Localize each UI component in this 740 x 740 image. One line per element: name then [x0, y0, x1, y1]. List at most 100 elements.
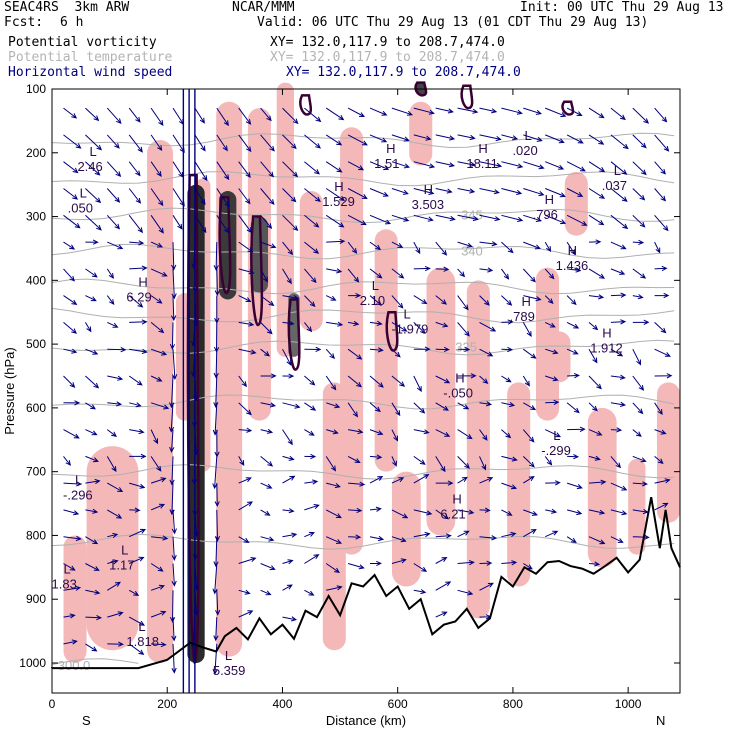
wind-vector [632, 161, 647, 176]
wind-vector [654, 322, 667, 334]
wind-vector [479, 507, 491, 513]
wind-vector [413, 188, 435, 195]
pv-shading-region [391, 471, 421, 587]
wind-vector [369, 402, 381, 413]
wind-vector [347, 268, 360, 283]
wind-vector [523, 107, 542, 115]
wind-vector [106, 268, 114, 279]
extremum-value-label: 2.46 [77, 159, 102, 174]
wind-vector [413, 265, 431, 272]
wind-vector [523, 214, 543, 222]
wind-vector [391, 558, 407, 564]
wind-vector [413, 509, 433, 516]
wind-vector [457, 530, 470, 538]
extremum-type-label: L [524, 128, 531, 143]
wind-vector [523, 188, 545, 197]
wind-vector [457, 346, 471, 353]
wind-vector [567, 454, 580, 460]
extremum-value-label: .020 [512, 143, 537, 158]
extremum-value-label: -1.979 [391, 322, 428, 337]
model-name: SEAC4RS 3km ARW [4, 0, 130, 15]
wind-vector [588, 348, 598, 364]
field-xy-pv: XY= 132.0,117.9 to 208.7,474.0 [270, 35, 505, 50]
wind-vector [391, 161, 410, 169]
wind-vector [304, 134, 321, 149]
wind-vector [435, 480, 454, 486]
wind-vector [391, 477, 405, 484]
wind-vector [216, 188, 230, 208]
forecast-value: 6 h [60, 15, 84, 30]
wind-vector [325, 134, 343, 146]
wind-vector [501, 241, 514, 254]
wind-vector [238, 268, 255, 275]
wind-vector [85, 268, 98, 278]
pv-shading-region [409, 101, 433, 166]
wind-vector [348, 292, 362, 299]
wind-vector [457, 241, 473, 248]
theta-contour-line [51, 307, 675, 324]
wind-vector [522, 322, 532, 337]
wind-vector [282, 241, 294, 256]
wind-vector [501, 346, 514, 353]
wind-vector [106, 429, 117, 437]
pv-shading-region [587, 407, 617, 568]
wind-vector [610, 348, 624, 357]
wind-vector [523, 475, 535, 484]
wind-vector [282, 294, 300, 301]
extremum-value-label: 6.29 [126, 290, 151, 305]
wind-vector [413, 402, 426, 414]
wind-vector [413, 107, 435, 115]
wind-vector [566, 295, 577, 306]
wind-vector [238, 402, 252, 416]
wind-vector [325, 295, 337, 301]
pv-shading-region [86, 446, 139, 651]
wind-vector [326, 402, 341, 409]
wind-vector [632, 134, 647, 149]
extremum-value-label: -.299 [541, 443, 571, 458]
extremum-type-label: L [138, 619, 145, 634]
wind-vector [501, 531, 517, 538]
wind-vector [435, 533, 452, 539]
wind-vector [369, 454, 383, 460]
wind-vector [304, 107, 322, 123]
wind-vector [85, 643, 98, 652]
wind-vector [150, 107, 164, 127]
wind-vector [610, 134, 629, 150]
extremum-type-label: L [225, 648, 232, 663]
forecast-label: Fcst: [4, 15, 44, 30]
extremum-type-label: L [553, 428, 560, 443]
wind-vector [523, 295, 542, 302]
wind-vector [63, 348, 78, 354]
x-tick-label: 0 [49, 697, 56, 711]
x-tick-label: 800 [503, 697, 523, 711]
wind-vector [85, 214, 102, 231]
wind-vector [501, 482, 518, 490]
wind-vector [545, 214, 567, 225]
wind-vector [523, 529, 537, 538]
wind-vector [501, 509, 513, 516]
pv-contour-line [287, 298, 301, 371]
wind-vector [545, 188, 566, 198]
wind-vector [347, 161, 365, 171]
wind-vector [238, 348, 257, 355]
wind-vector [654, 502, 669, 511]
wind-vector [610, 268, 626, 275]
wind-vector [566, 509, 583, 516]
wind-vector [391, 107, 413, 116]
valid-time: Valid: 06 UTC Thu 29 Aug 13 (01 CDT Thu … [257, 15, 649, 30]
pv-shading-region [507, 382, 531, 587]
wind-vector [654, 429, 667, 435]
wind-vector [588, 402, 598, 412]
wind-vector [238, 589, 251, 595]
wind-vector [501, 161, 524, 169]
wind-vector [348, 507, 363, 514]
wind-vector [391, 375, 406, 387]
wind-vector [171, 349, 178, 381]
wind-vector [214, 268, 220, 297]
wind-vector [63, 613, 76, 619]
wind-vector [588, 375, 602, 390]
wind-vector [106, 161, 122, 178]
wind-vector [457, 268, 466, 278]
wind-vector [632, 319, 650, 325]
wind-vector [85, 188, 102, 204]
